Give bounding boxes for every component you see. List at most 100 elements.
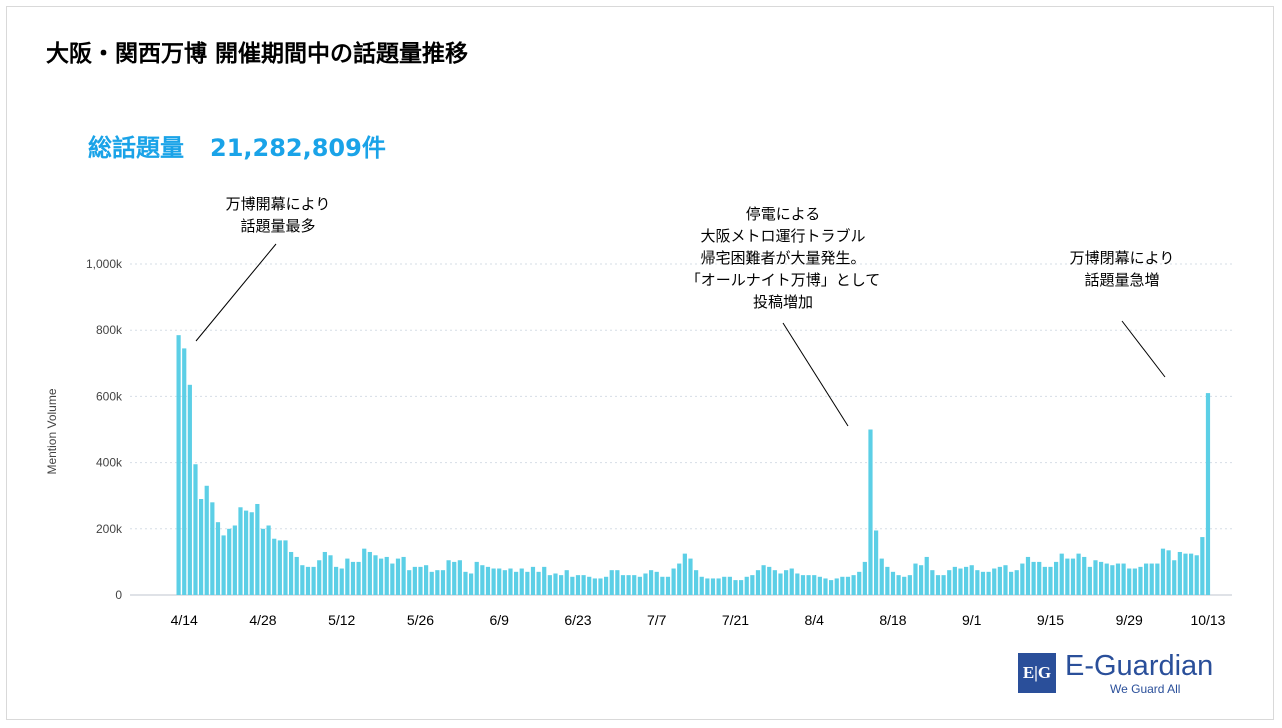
bar (435, 570, 440, 595)
bar (384, 556, 389, 595)
bar (221, 535, 226, 595)
bar (350, 561, 356, 595)
bar (519, 568, 524, 595)
bar (710, 578, 716, 595)
bar (604, 576, 609, 595)
bar (862, 561, 867, 595)
bar (446, 560, 451, 595)
bar (716, 578, 721, 595)
slide-frame (6, 6, 1274, 720)
bar (497, 568, 502, 595)
annotation-leader-closing (1121, 320, 1166, 378)
bar (485, 566, 491, 595)
bar (812, 575, 817, 595)
x-tick-label: 9/1 (962, 612, 982, 628)
bar (328, 555, 333, 595)
annotation-leader-blackout (782, 322, 849, 427)
bar (283, 540, 288, 595)
bar (390, 563, 395, 595)
x-tick-label: 9/29 (1116, 612, 1143, 628)
logo-name: E-Guardian (1065, 650, 1214, 682)
annotation-leader-opening (195, 243, 277, 342)
bar (1099, 561, 1104, 595)
bar (806, 575, 811, 595)
bar (840, 576, 845, 595)
bar (536, 571, 541, 595)
bar (1110, 565, 1115, 595)
bar (305, 566, 311, 595)
bar (699, 576, 704, 595)
bar (1031, 561, 1036, 595)
bar (896, 575, 901, 595)
bar (294, 556, 299, 595)
bar (1166, 550, 1171, 595)
bar (1189, 553, 1194, 596)
bar (502, 570, 507, 595)
x-tick-label: 5/12 (328, 612, 355, 628)
bar (767, 566, 772, 595)
bar (542, 566, 547, 595)
bar (1138, 566, 1143, 595)
total-volume-label: 総話題量 (88, 134, 184, 162)
bar (244, 510, 249, 595)
bar (418, 566, 423, 595)
bar (407, 570, 412, 595)
bar (722, 576, 727, 595)
bar (1205, 393, 1211, 595)
bar (525, 571, 530, 595)
bar (935, 575, 941, 595)
logo-mark-icon: E|G (1018, 653, 1056, 693)
x-tick-label: 7/21 (722, 612, 749, 628)
bar (620, 575, 626, 595)
x-tick-label: 8/4 (804, 612, 824, 628)
bar (1127, 568, 1132, 595)
bar (204, 485, 209, 595)
bar (817, 576, 822, 595)
bar (1065, 558, 1070, 595)
bar (474, 561, 479, 595)
bar (823, 578, 828, 595)
y-tick-label: 600k (96, 389, 123, 403)
bar (277, 540, 282, 595)
bar (688, 558, 693, 595)
bar (626, 575, 631, 595)
bar (947, 570, 952, 595)
bar (964, 566, 969, 595)
annotation-opening: 万博開幕により 話題量最多 (208, 193, 348, 237)
bar (1144, 563, 1149, 595)
annotation-line: 万博閉幕により (1069, 249, 1175, 267)
bar (187, 384, 192, 595)
bar (547, 575, 552, 595)
bar (885, 566, 890, 595)
bar (176, 335, 181, 595)
x-tick-label: 6/23 (564, 612, 591, 628)
bar (1155, 563, 1160, 595)
x-tick-label: 9/15 (1037, 612, 1064, 628)
y-tick-label: 0 (115, 588, 122, 602)
bar (1093, 560, 1098, 595)
bar (868, 429, 873, 595)
annotation-blackout: 停電による 大阪メトロ運行トラブル 帰宅困難者が大量発生。 「オールナイト万博」… (660, 203, 906, 313)
bar (373, 555, 378, 595)
y-tick-label: 400k (96, 456, 123, 470)
annotation-line: 帰宅困難者が大量発生。 (700, 249, 866, 267)
bar (232, 525, 237, 595)
page-title: 大阪・関西万博 開催期間中の話題量推移 (46, 41, 469, 67)
bar (429, 571, 434, 595)
e-guardian-logo: E|G E-Guardian We Guard All (1018, 650, 1228, 697)
x-tick-label: 5/26 (407, 612, 434, 628)
bar (665, 576, 671, 595)
annotation-line: 話題量最多 (240, 217, 316, 235)
bar (829, 580, 834, 595)
bar (772, 570, 777, 595)
bar (975, 570, 980, 595)
bar (1082, 556, 1087, 595)
bar (1149, 563, 1154, 595)
bar (744, 576, 749, 595)
bar (480, 565, 485, 595)
bar (362, 548, 367, 595)
bar (834, 578, 839, 595)
bar (1042, 566, 1047, 595)
bar (1003, 565, 1008, 595)
